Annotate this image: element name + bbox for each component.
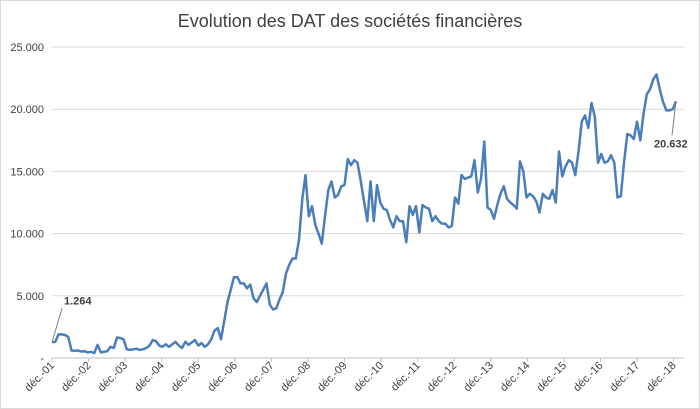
y-tick-label: 15.000 — [10, 166, 44, 178]
series-line — [51, 73, 678, 355]
y-axis-ticks: - 5.000 10.000 15.000 20.000 25.000 — [10, 42, 44, 365]
annotation-leader — [671, 101, 677, 136]
y-tick-label: 20.000 — [10, 104, 44, 116]
x-tick-label: déc.-13 — [461, 360, 495, 394]
x-tick-label: déc.-12 — [425, 360, 459, 394]
chart-title: Evolution des DAT des sociétés financièr… — [177, 11, 523, 31]
x-tick-label: déc.-07 — [242, 360, 276, 394]
x-tick-label: déc.-02 — [59, 360, 93, 394]
series-layer — [51, 73, 678, 355]
y-tick-label: 5.000 — [16, 291, 44, 303]
gridlines — [52, 46, 684, 297]
x-tick-label: déc.-17 — [608, 360, 642, 394]
annotation-label-start: 1.264 — [64, 295, 92, 307]
annotation-label-end: 20.632 — [654, 138, 688, 150]
x-tick-label: déc.-15 — [535, 360, 569, 394]
x-tick-label: déc.-06 — [206, 360, 240, 394]
x-tick-label: déc.-11 — [389, 360, 423, 394]
x-tick-label: déc.-18 — [644, 360, 678, 394]
annotations-layer: 1.264 20.632 — [51, 101, 688, 343]
x-tick-label: déc.-09 — [315, 360, 349, 394]
annotation-leader — [51, 308, 63, 343]
x-tick-label: déc.-10 — [352, 360, 386, 394]
x-tick-label: déc.-05 — [169, 360, 203, 394]
x-tick-label: déc.-08 — [279, 360, 313, 394]
x-tick-label: déc.-04 — [132, 360, 166, 394]
x-tick-label: déc.-03 — [96, 360, 130, 394]
x-axis-ticks: déc.-01 déc.-02 déc.-03 déc.-04 déc.-05 déc.-… — [23, 358, 679, 394]
x-tick-label: déc.-16 — [571, 360, 605, 394]
y-tick-label: - — [40, 353, 44, 365]
y-tick-label: 25.000 — [10, 42, 44, 54]
y-tick-label: 10.000 — [10, 229, 44, 241]
x-tick-label: déc.-14 — [498, 360, 532, 394]
